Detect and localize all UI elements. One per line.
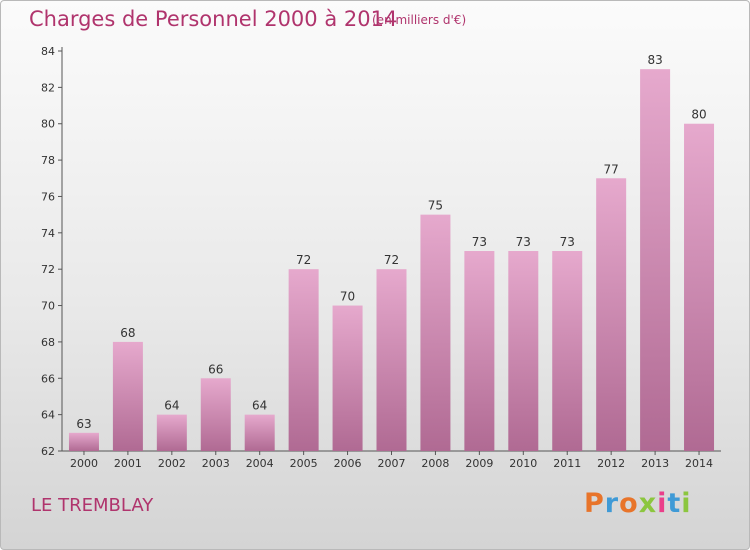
bar <box>596 178 627 452</box>
proxiti-logo: Proxiti <box>584 488 692 519</box>
bars <box>68 69 715 452</box>
x-tick-label: 2011 <box>553 457 581 470</box>
x-tick-label: 2001 <box>114 457 142 470</box>
bar-value-label: 73 <box>560 235 575 249</box>
bar-value-label: 77 <box>604 162 619 176</box>
bar <box>332 305 363 451</box>
y-tick-label: 84 <box>41 45 55 58</box>
x-tick-label: 2005 <box>290 457 318 470</box>
logo-letter: P <box>584 488 605 519</box>
y-tick-label: 82 <box>41 81 55 94</box>
y-tick-label: 70 <box>41 300 55 313</box>
bar-value-label: 66 <box>208 362 223 376</box>
bar-value-label: 68 <box>120 326 135 340</box>
chart-subtitle: (en milliers d'€) <box>372 13 467 27</box>
bar-value-label: 70 <box>340 290 355 304</box>
y-tick-label: 64 <box>41 409 55 422</box>
place-name: LE TREMBLAY <box>31 495 154 516</box>
logo-letter: i <box>657 488 668 519</box>
x-tick-label: 2002 <box>158 457 186 470</box>
logo-letter: o <box>619 488 639 519</box>
bar <box>200 378 231 451</box>
x-tick-label: 2013 <box>641 457 669 470</box>
y-tick-label: 66 <box>41 372 55 385</box>
y-tick-label: 78 <box>41 154 55 167</box>
bar-value-label: 72 <box>296 253 311 267</box>
x-tick-label: 2008 <box>421 457 449 470</box>
y-tick-label: 68 <box>41 336 55 349</box>
x-tick-label: 2009 <box>465 457 493 470</box>
logo-letter: t <box>667 488 682 519</box>
bar-value-label: 73 <box>472 235 487 249</box>
bar-value-label: 64 <box>252 399 267 413</box>
y-tick-label: 72 <box>41 263 55 276</box>
bar-value-label: 83 <box>647 53 662 67</box>
bar <box>552 251 583 451</box>
x-tick-label: 2000 <box>70 457 98 470</box>
x-tick-label: 2003 <box>202 457 230 470</box>
bar <box>244 414 275 451</box>
bar <box>508 251 539 451</box>
bar-value-label: 64 <box>164 399 179 413</box>
bar <box>156 414 187 451</box>
y-tick-label: 76 <box>41 190 55 203</box>
bar-value-label: 72 <box>384 253 399 267</box>
bar <box>376 269 407 451</box>
y-tick-label: 62 <box>41 445 55 458</box>
x-tick-label: 2007 <box>378 457 406 470</box>
bar <box>420 214 451 451</box>
y-tick-label: 80 <box>41 118 55 131</box>
logo-letter: x <box>638 488 658 519</box>
bar-value-label: 63 <box>76 417 91 431</box>
x-tick-label: 2006 <box>334 457 362 470</box>
chart-title: Charges de Personnel 2000 à 2014 <box>29 7 398 31</box>
bar-value-label: 73 <box>516 235 531 249</box>
x-tick-label: 2014 <box>685 457 713 470</box>
bar <box>464 251 495 451</box>
x-tick-label: 2010 <box>509 457 537 470</box>
x-tick-label: 2012 <box>597 457 625 470</box>
bar <box>684 123 715 452</box>
bar <box>68 432 99 451</box>
y-tick-label: 74 <box>41 227 55 240</box>
bar <box>288 269 319 451</box>
bar-value-label: 75 <box>428 199 443 213</box>
bar <box>640 69 671 451</box>
x-tick-label: 2004 <box>246 457 274 470</box>
axes: 62 64 66 68 70 72 74 76 78 80 82 84 2000 2001 2002 2003… <box>41 45 721 470</box>
bar <box>112 341 143 451</box>
data-labels: 63 68 64 66 64 72 70 72 75 73 73 73 77 83 80 <box>76 53 706 431</box>
logo-letter: i <box>681 488 692 519</box>
bar-value-label: 80 <box>691 108 706 122</box>
logo-letter: r <box>604 488 620 519</box>
